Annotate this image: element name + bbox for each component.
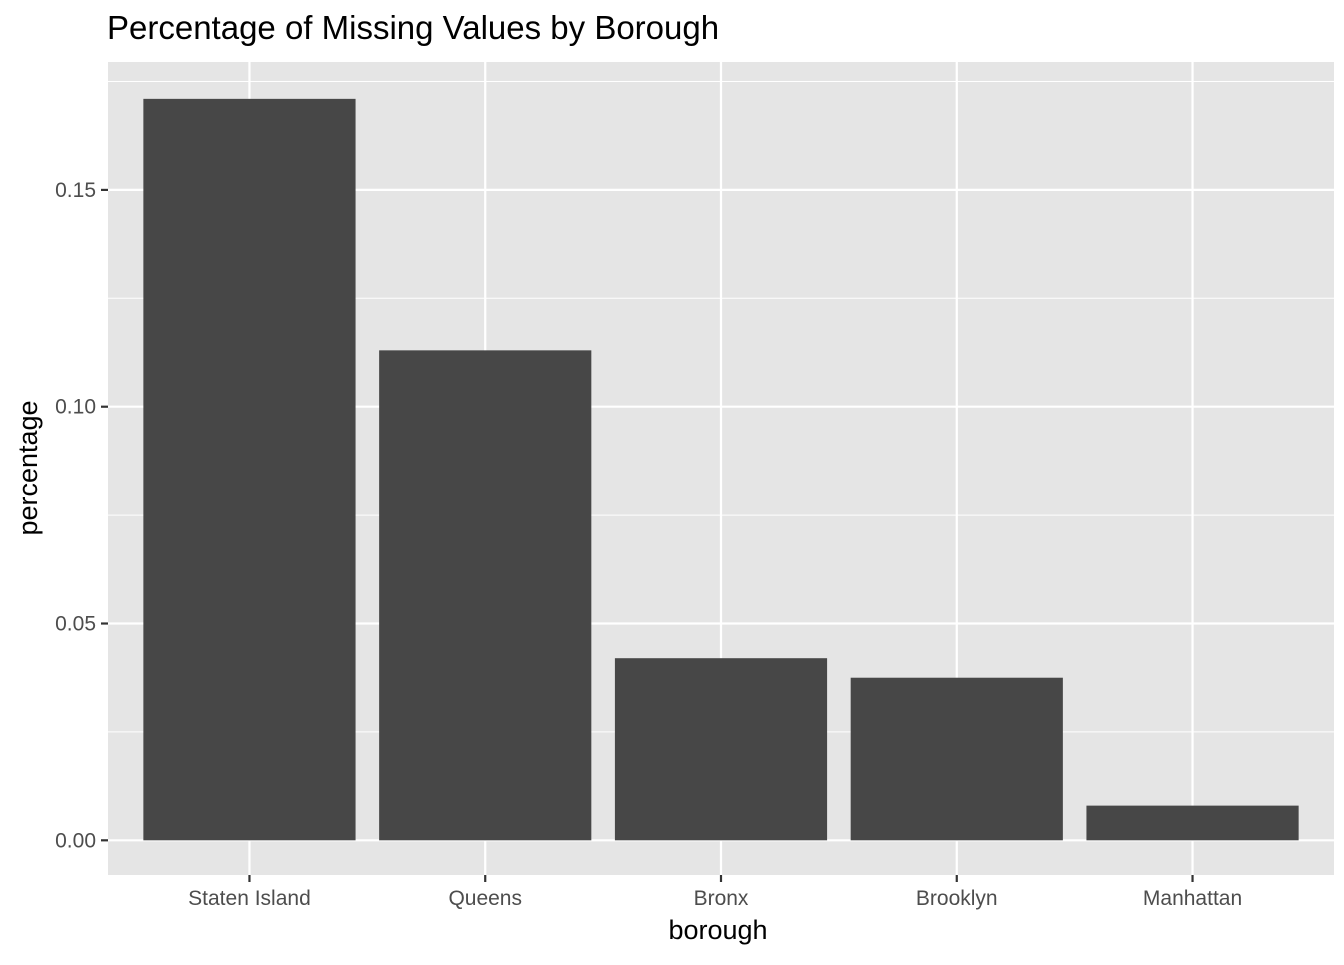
chart-title: Percentage of Missing Values by Borough	[107, 9, 719, 46]
bar-manhattan	[1086, 805, 1299, 841]
bar-bronx	[614, 658, 828, 841]
x-tick-label: Bronx	[694, 887, 749, 910]
x-tick-label: Queens	[448, 887, 522, 910]
x-tick-label: Manhattan	[1143, 887, 1242, 910]
y-tick-label: 0.00	[55, 829, 96, 852]
y-axis: 0.00 0.05 0.10 0.15	[55, 179, 108, 852]
x-axis-title: borough	[668, 915, 767, 945]
bar-brooklyn	[850, 677, 1063, 841]
y-tick-label: 0.10	[55, 396, 96, 419]
y-tick-label: 0.05	[55, 613, 96, 636]
x-axis: Staten Island Queens Bronx Brooklyn Manhatta…	[188, 875, 1242, 910]
x-tick-label: Staten Island	[188, 887, 311, 910]
bar-staten-island	[143, 98, 356, 841]
bar-queens	[379, 350, 592, 841]
y-tick-label: 0.15	[55, 179, 96, 202]
y-axis-title: percentage	[13, 400, 43, 535]
x-tick-label: Brooklyn	[916, 887, 998, 910]
bars-group	[143, 98, 1299, 841]
